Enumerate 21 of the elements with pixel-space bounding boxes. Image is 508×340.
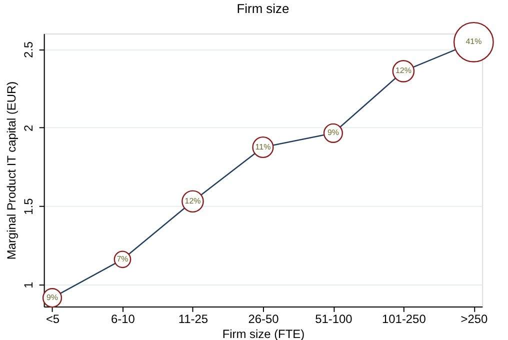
y-tick-label: 1.5	[21, 198, 36, 215]
annotation: 9%	[327, 128, 339, 138]
annotation: 9%	[46, 292, 58, 302]
chart-title: Firm size	[236, 1, 290, 16]
x-tick-label: 26-50	[248, 312, 280, 326]
annotation: 12%	[184, 196, 201, 206]
annotation: 11%	[255, 142, 271, 152]
y-tick-label: 1	[21, 281, 36, 288]
annotation: 41%	[466, 37, 482, 46]
y-tick-label: 2	[21, 124, 36, 132]
x-tick-label: 6-10	[111, 312, 136, 326]
x-tick-label: 101-250	[382, 312, 426, 326]
y-axis-title: Marginal Product IT capital (EUR)	[4, 81, 18, 260]
annotation: 7%	[116, 254, 128, 264]
x-tick-label: <5	[46, 312, 60, 326]
x-tick-label: 11-25	[178, 312, 208, 326]
x-axis-title: Firm size (FTE)	[222, 326, 305, 340]
annotation: 12%	[395, 66, 412, 76]
x-tick-label: 51-100	[315, 312, 353, 326]
x-tick-label: >250	[460, 312, 488, 326]
y-tick-label: 2.5	[21, 41, 36, 58]
